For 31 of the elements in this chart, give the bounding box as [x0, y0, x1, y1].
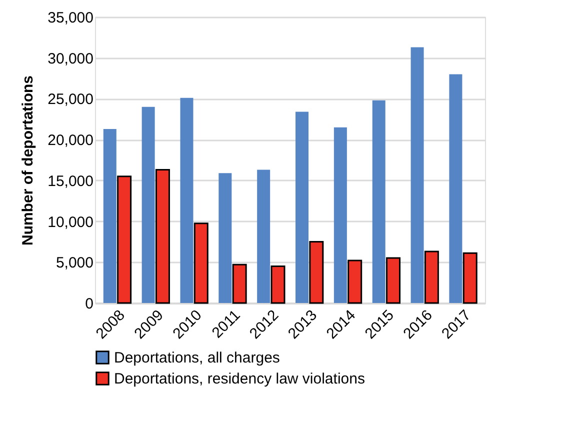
bar — [117, 176, 132, 304]
bar — [103, 128, 116, 303]
y-tick-label: 5,000 — [56, 254, 94, 272]
bar — [309, 240, 324, 304]
y-tick-label: 0 — [85, 296, 94, 312]
legend-label: Deportations, residency law violations — [114, 370, 365, 388]
bar — [180, 98, 194, 303]
bar — [372, 100, 386, 303]
y-axis-title: Number of deportations — [20, 75, 37, 246]
y-tick-label: 25,000 — [48, 91, 94, 108]
bar — [194, 222, 208, 304]
bar — [257, 170, 270, 303]
bar — [334, 127, 347, 303]
bar — [232, 264, 247, 304]
bar — [410, 47, 424, 303]
bar — [142, 106, 155, 303]
y-tick-label: 15,000 — [48, 172, 94, 190]
bar — [155, 169, 170, 304]
y-tick-label: 30,000 — [48, 50, 94, 68]
bar — [424, 250, 439, 304]
bar — [218, 173, 232, 303]
y-tick-label: 35,000 — [48, 10, 94, 26]
bar — [449, 74, 462, 303]
legend-label: Deportations, all charges — [114, 350, 280, 366]
bar — [270, 265, 286, 304]
y-tick-label: 10,000 — [48, 214, 94, 231]
bar — [462, 252, 478, 304]
bar — [386, 257, 401, 304]
y-tick-label: 20,000 — [48, 132, 94, 150]
bar — [348, 260, 362, 304]
bar — [296, 112, 309, 303]
